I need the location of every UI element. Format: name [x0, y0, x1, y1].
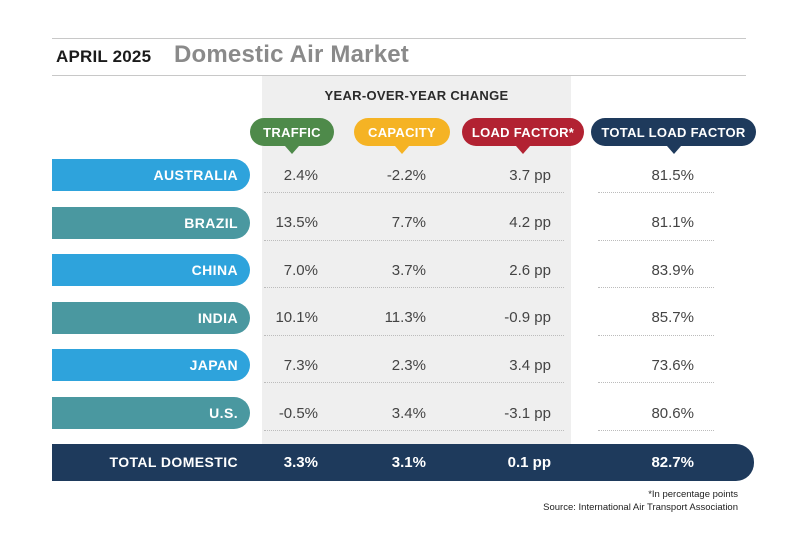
capacity-value: -2.2%: [386, 166, 426, 184]
total-load-factor-value: 81.5%: [651, 166, 694, 184]
market-label: U.S.: [52, 397, 250, 429]
load-factor-value: 2.6 pp: [509, 261, 551, 279]
row-separator: [598, 334, 714, 336]
row-separator: [598, 192, 714, 193]
row-separator: [264, 334, 564, 336]
row-separator: [598, 239, 714, 241]
traffic-value: 7.0%: [283, 261, 318, 279]
row-separator: [264, 382, 564, 384]
traffic-value: 13.5%: [275, 214, 318, 232]
row-separator: [598, 382, 714, 384]
capacity-value: 2.3%: [391, 356, 426, 374]
market-label: INDIA: [52, 301, 250, 334]
traffic-value: 2.4%: [283, 166, 318, 184]
source-note: Source: International Air Transport Asso…: [543, 502, 738, 513]
total-load-factor-column-header: TOTAL LOAD FACTOR: [591, 118, 756, 154]
row-separator: [264, 287, 564, 289]
row-separator: [264, 192, 564, 193]
capacity-value: 3.7%: [391, 261, 426, 279]
header-rule: [52, 75, 746, 76]
table-row: INDIA 10.1% 11.3% -0.9 pp 85.7%: [0, 301, 800, 336]
period-label: APRIL 2025: [56, 47, 152, 66]
yoy-change-header: YEAR-OVER-YEAR CHANGE: [324, 88, 509, 103]
traffic-value: -0.5%: [278, 404, 318, 422]
row-separator: [264, 239, 564, 241]
table-row: JAPAN 7.3% 2.3% 3.4 pp 73.6%: [0, 349, 800, 384]
total-domestic-row: TOTAL DOMESTIC 3.3% 3.1% 0.1 pp 82.7%: [0, 446, 800, 478]
footnote: *In percentage points: [648, 489, 738, 500]
total-load-factor-value: 73.6%: [651, 356, 694, 374]
market-label: AUSTRALIA: [52, 159, 250, 191]
total-load-factor-value: 81.1%: [651, 214, 694, 232]
total-load-factor-value: 0.1 pp: [507, 453, 551, 471]
market-label: CHINA: [52, 254, 250, 287]
capacity-value: 11.3%: [384, 309, 426, 327]
load-factor-value: 4.2 pp: [509, 214, 551, 232]
top-rule: [52, 38, 746, 39]
chart-title: Domestic Air Market: [174, 41, 409, 68]
table-row: AUSTRALIA 2.4% -2.2% 3.7 pp 81.5%: [0, 159, 800, 193]
total-capacity-value: 3.1%: [391, 453, 426, 471]
market-label: JAPAN: [52, 349, 250, 382]
traffic-value: 7.3%: [283, 356, 318, 374]
traffic-column-header: TRAFFIC: [250, 118, 334, 154]
capacity-column-header: CAPACITY: [354, 118, 450, 154]
total-load-factor-value: 83.9%: [651, 261, 694, 279]
total-load-factor-value: 80.6%: [651, 404, 694, 422]
traffic-value: 10.1%: [275, 309, 318, 327]
row-separator: [598, 430, 714, 431]
load-factor-value: -0.9 pp: [504, 309, 551, 327]
total-load-factor-value: 85.7%: [651, 309, 694, 327]
total-total-load-factor-value: 82.7%: [651, 453, 694, 471]
total-market-label: TOTAL DOMESTIC: [109, 454, 238, 470]
footnotes: *In percentage points Source: Internatio…: [543, 488, 738, 514]
capacity-value: 3.4%: [391, 404, 426, 422]
market-label: BRAZIL: [52, 206, 250, 239]
load-factor-value: 3.7 pp: [509, 166, 551, 184]
row-separator: [598, 287, 714, 289]
table-row: U.S. -0.5% 3.4% -3.1 pp 80.6%: [0, 397, 800, 431]
total-traffic-value: 3.3%: [283, 453, 318, 471]
table-row: CHINA 7.0% 3.7% 2.6 pp 83.9%: [0, 254, 800, 289]
capacity-value: 7.7%: [391, 214, 426, 232]
load-factor-column-header: LOAD FACTOR*: [462, 118, 584, 154]
row-separator: [264, 430, 564, 431]
total-domestic-bar: [52, 444, 754, 481]
load-factor-value: 3.4 pp: [509, 356, 551, 374]
load-factor-value: -3.1 pp: [504, 404, 551, 422]
table-row: BRAZIL 13.5% 7.7% 4.2 pp 81.1%: [0, 206, 800, 241]
